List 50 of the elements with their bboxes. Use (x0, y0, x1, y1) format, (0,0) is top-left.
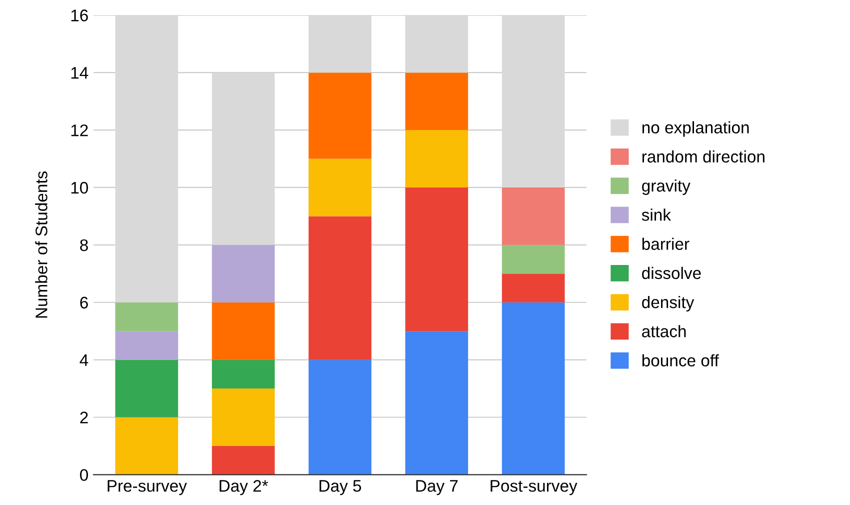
legend-label: dissolve (642, 266, 701, 280)
bar (502, 187, 565, 245)
bar (115, 15, 178, 302)
x-tick-label: Day 5 (320, 480, 362, 496)
bar (308, 360, 372, 475)
bar (502, 302, 565, 475)
y-tick-label: 4 (80, 354, 88, 366)
x-tick-label: Day 2* (220, 480, 268, 496)
legend-label: bounce off (642, 354, 719, 366)
bar (212, 302, 275, 360)
y-tick-label: 10 (71, 182, 88, 194)
y-axis-title: Number of Students (35, 171, 48, 318)
legend-label: attach (642, 325, 686, 338)
bar (308, 15, 372, 73)
legend-label: barrier (642, 238, 690, 250)
y-tick-label: 2 (80, 412, 88, 424)
bar (212, 388, 275, 446)
bar (115, 360, 178, 418)
y-tick-label: 14 (71, 67, 88, 79)
bar (212, 360, 275, 389)
legend-label: no explanation (642, 121, 749, 137)
bar (212, 72, 275, 245)
bar (115, 417, 178, 475)
y-tick-label: 12 (71, 124, 88, 136)
x-tick-label: Post-survey (490, 480, 578, 496)
bar (308, 216, 372, 360)
bar (502, 244, 565, 274)
bar (502, 15, 565, 188)
bar (405, 15, 468, 73)
bar (405, 331, 468, 475)
bar (308, 72, 372, 159)
y-tick-label: 0 (80, 469, 88, 481)
bar (308, 158, 372, 216)
legend-label: random direction (642, 150, 764, 163)
bar (212, 446, 275, 475)
y-tick-label: 6 (80, 296, 88, 309)
legend-label: gravity (642, 179, 690, 195)
legend-label: density (642, 296, 694, 312)
y-tick-label: 16 (71, 10, 88, 22)
legend-label: sink (642, 208, 672, 221)
bar (212, 244, 275, 302)
bar (115, 302, 178, 332)
bar (502, 274, 565, 302)
bar (405, 72, 468, 130)
bar (405, 130, 468, 188)
bar (115, 331, 178, 360)
x-tick-label: Pre-survey (108, 480, 187, 496)
bar (405, 187, 468, 332)
y-tick-label: 8 (80, 239, 88, 252)
x-tick-label: Day 7 (416, 480, 458, 496)
